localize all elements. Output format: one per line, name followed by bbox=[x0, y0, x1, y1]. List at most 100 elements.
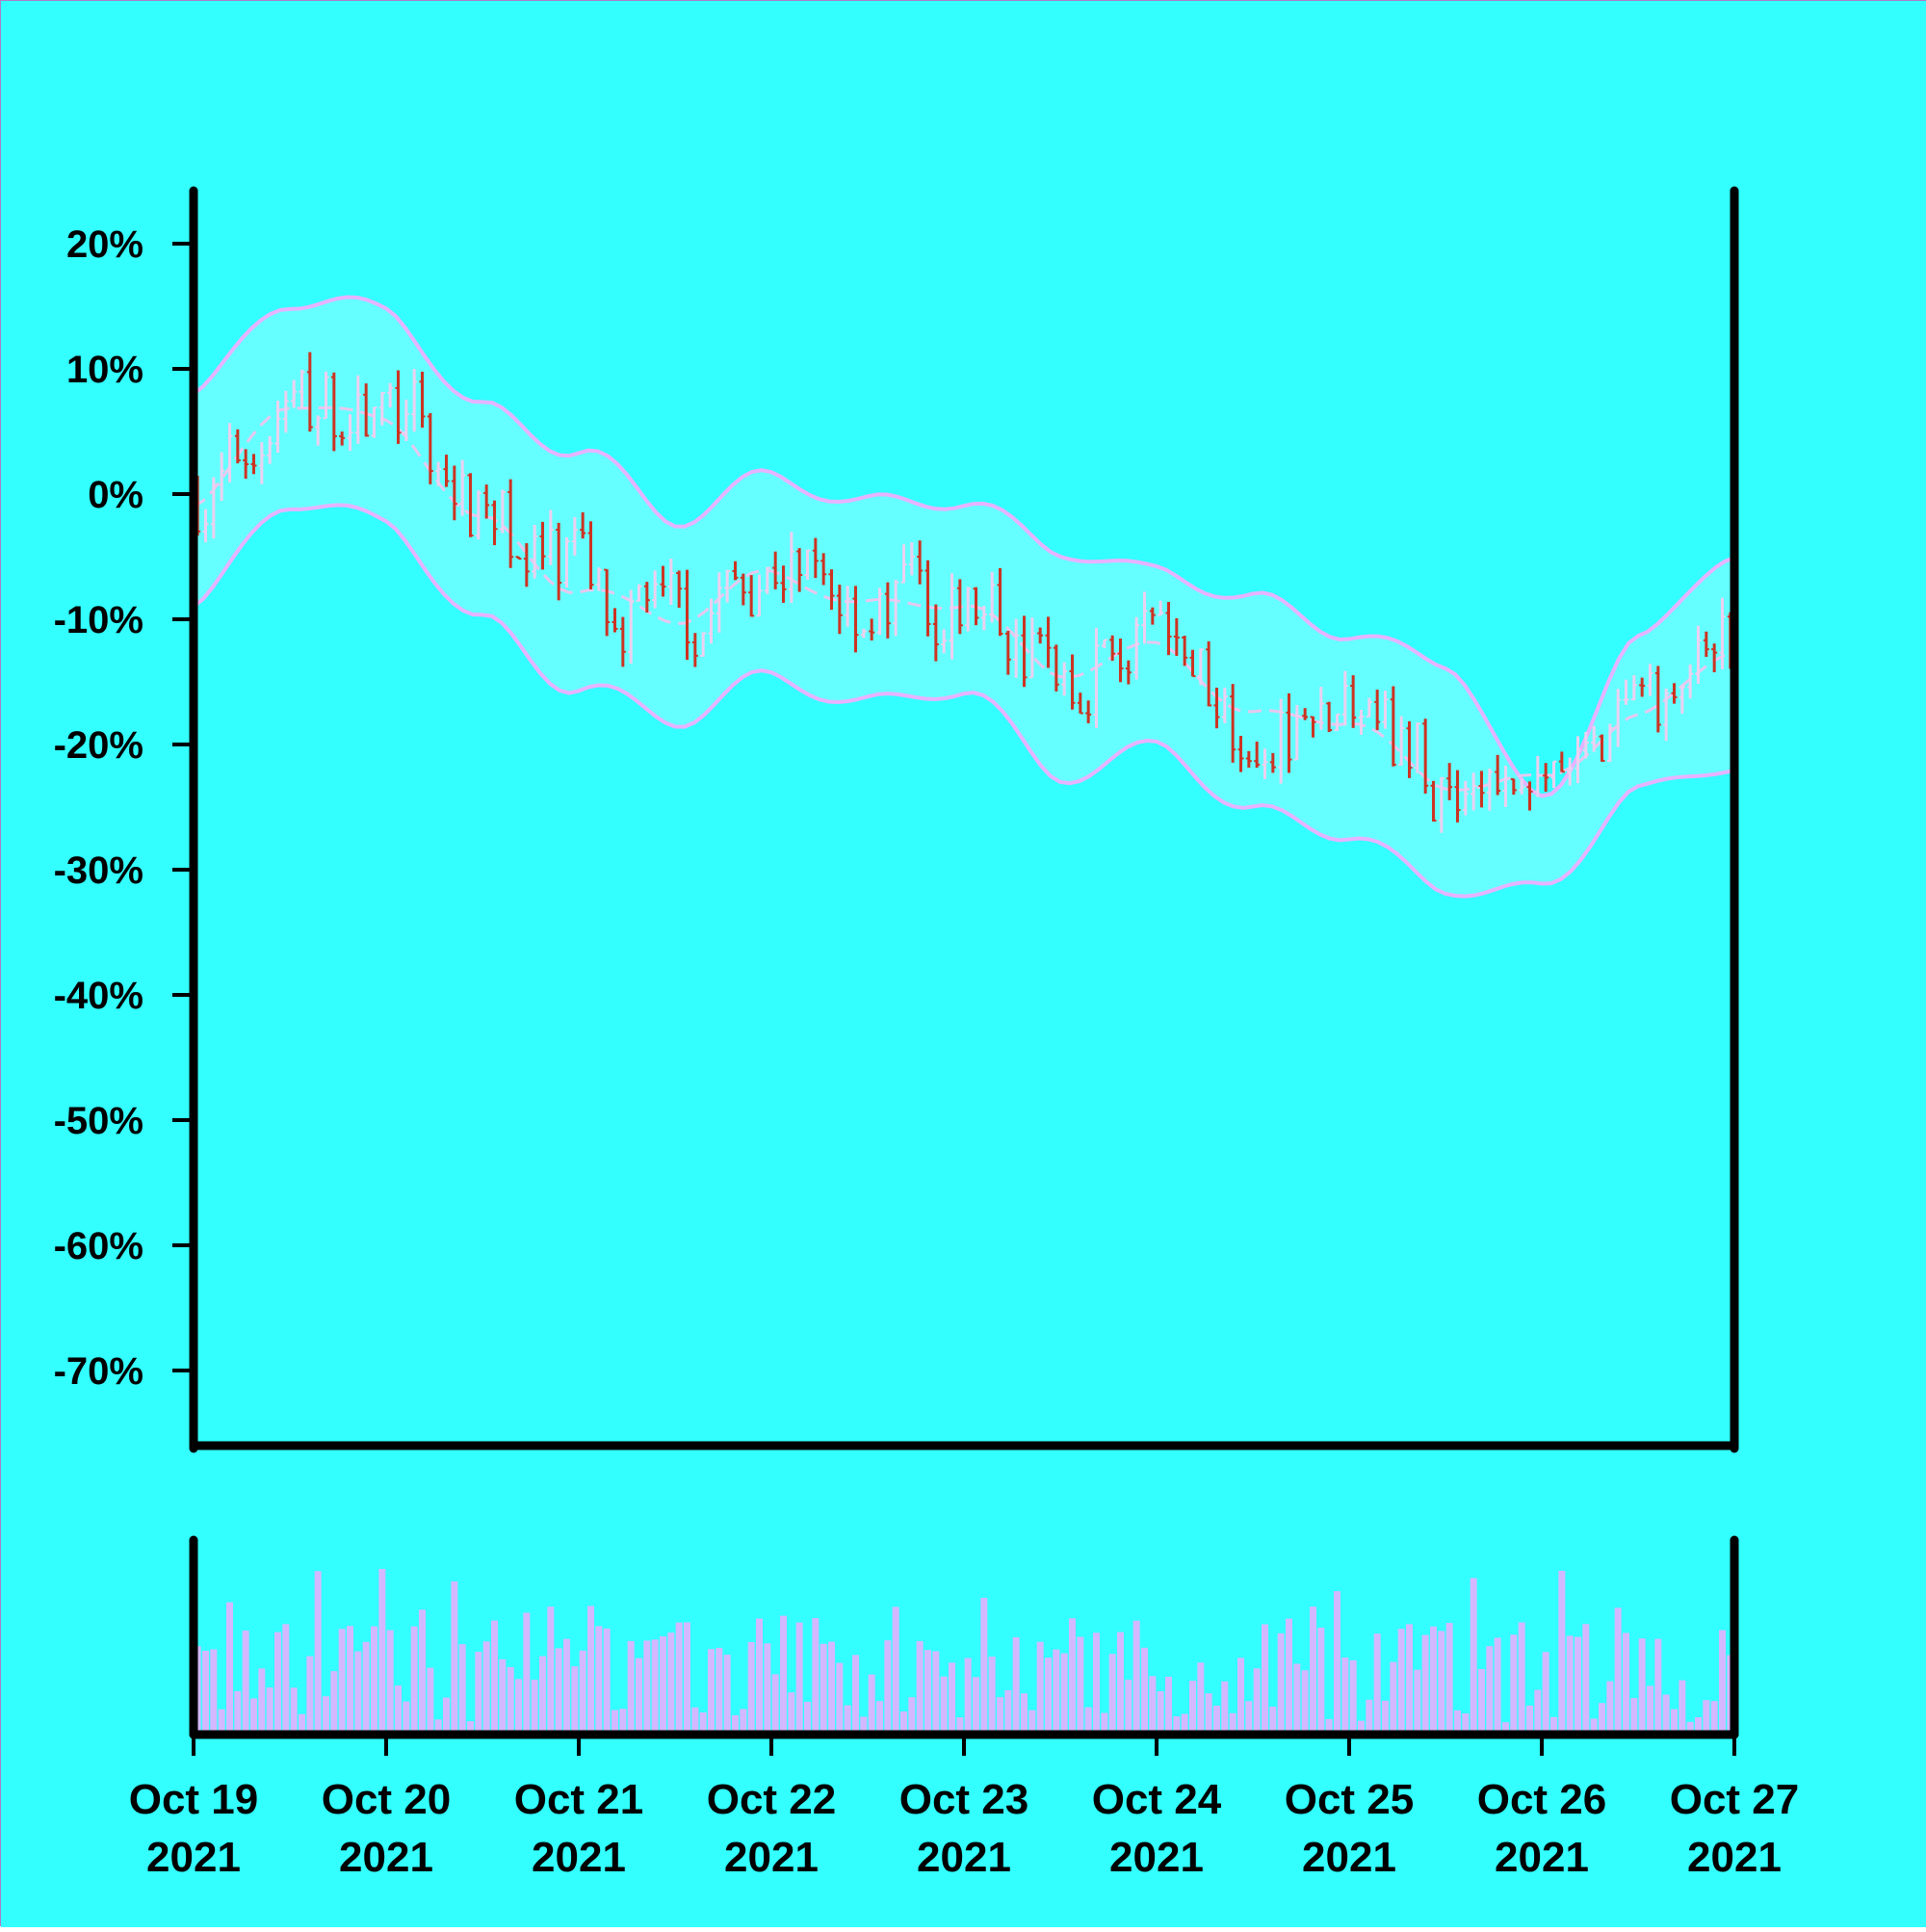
volume-bars bbox=[194, 1569, 1734, 1732]
ohlc-bar bbox=[1615, 689, 1622, 747]
volume-bar bbox=[266, 1687, 273, 1732]
price-bars bbox=[195, 352, 1733, 833]
ohlc-bar bbox=[1189, 649, 1196, 678]
ohlc-bar bbox=[612, 608, 618, 633]
volume-bar bbox=[956, 1717, 964, 1732]
ohlc-bar bbox=[1013, 618, 1020, 678]
volume-bar bbox=[1421, 1634, 1429, 1732]
ohlc-bar bbox=[210, 477, 217, 539]
volume-bar bbox=[451, 1581, 458, 1732]
ohlc-bar bbox=[1663, 688, 1670, 742]
ohlc-bar bbox=[1350, 675, 1357, 728]
ohlc-bar bbox=[1390, 686, 1396, 767]
volume-bar bbox=[1197, 1662, 1205, 1732]
volume-bar bbox=[499, 1658, 507, 1732]
volume-bar bbox=[1445, 1623, 1453, 1732]
volume-bar bbox=[323, 1696, 329, 1732]
volume-bar bbox=[1237, 1658, 1244, 1732]
ohlc-bar bbox=[1278, 698, 1285, 784]
ohlc-bar bbox=[1366, 697, 1372, 718]
ohlc-bar bbox=[1639, 677, 1646, 697]
volume-bar bbox=[1630, 1698, 1638, 1732]
ohlc-bar bbox=[202, 509, 209, 543]
volume-bar bbox=[299, 1713, 305, 1732]
volume-bar bbox=[539, 1656, 546, 1732]
volume-bar bbox=[306, 1656, 314, 1732]
volume-bar bbox=[386, 1630, 394, 1732]
x-tick-label: Oct 20 bbox=[322, 1776, 452, 1823]
volume-bar bbox=[1638, 1638, 1646, 1732]
ohlc-bar bbox=[1101, 639, 1107, 648]
volume-bar bbox=[997, 1697, 1003, 1732]
volume-bar bbox=[612, 1710, 618, 1732]
volume-bar bbox=[1654, 1638, 1662, 1732]
ohlc-bar bbox=[1582, 731, 1589, 759]
volume-bar bbox=[876, 1701, 883, 1732]
volume-bar bbox=[579, 1650, 586, 1732]
lower-band-line bbox=[192, 503, 1735, 899]
volume-bar bbox=[932, 1651, 940, 1732]
ohlc-bar bbox=[1406, 720, 1413, 778]
volume-bar bbox=[1221, 1681, 1229, 1732]
volume-bar bbox=[1671, 1709, 1678, 1732]
ohlc-bar bbox=[1606, 723, 1613, 763]
volume-bar bbox=[1470, 1578, 1477, 1732]
ohlc-bar bbox=[1471, 772, 1477, 811]
volume-bar bbox=[403, 1701, 410, 1732]
ohlc-bar bbox=[772, 551, 779, 589]
y-tick-label: -10% bbox=[54, 599, 143, 641]
ohlc-bar bbox=[435, 461, 442, 486]
ohlc-bar bbox=[1254, 742, 1261, 769]
volume-bar bbox=[1334, 1591, 1340, 1732]
x-tick-year: 2021 bbox=[146, 1834, 241, 1881]
ohlc-bar bbox=[1575, 736, 1581, 784]
volume-bar bbox=[395, 1685, 402, 1732]
ohlc-bar bbox=[700, 632, 707, 657]
ohlc-bar bbox=[643, 582, 650, 614]
volume-bar bbox=[475, 1652, 482, 1732]
volume-bar bbox=[1181, 1713, 1188, 1732]
ohlc-bar bbox=[1414, 722, 1420, 773]
y-tick-label: 0% bbox=[88, 474, 143, 516]
volume-bar bbox=[747, 1641, 755, 1732]
ohlc-bar bbox=[1286, 692, 1292, 773]
ohlc-bar bbox=[532, 524, 538, 579]
ohlc-bar bbox=[980, 605, 987, 631]
y-tick-labels: 20% 10% 0% -10% -20% -30% -40% -50% -60% -70% bbox=[54, 223, 194, 1393]
volume-bar bbox=[884, 1640, 892, 1732]
ohlc-bar bbox=[1711, 643, 1718, 673]
volume-bar bbox=[740, 1709, 747, 1732]
volume-bar bbox=[1486, 1646, 1494, 1732]
ohlc-bar bbox=[1462, 780, 1469, 816]
ohlc-bar bbox=[1719, 597, 1726, 669]
volume-bar bbox=[258, 1668, 266, 1732]
ohlc-bar bbox=[1061, 662, 1068, 696]
ohlc-bar bbox=[411, 369, 418, 432]
volume-bar bbox=[1028, 1710, 1036, 1732]
volume-bar bbox=[1165, 1676, 1172, 1732]
volume-bar bbox=[210, 1649, 218, 1732]
ohlc-bar bbox=[1028, 617, 1035, 679]
volume-bar bbox=[1494, 1637, 1501, 1732]
ohlc-bar bbox=[876, 587, 883, 636]
ohlc-bar bbox=[989, 571, 996, 623]
ohlc-bar bbox=[1182, 636, 1188, 666]
volume-bar bbox=[523, 1612, 531, 1732]
volume-bar bbox=[868, 1674, 875, 1732]
ohlc-bar bbox=[1302, 708, 1309, 720]
volume-bar bbox=[780, 1615, 787, 1732]
volume-bar bbox=[234, 1690, 242, 1732]
volume-bar bbox=[595, 1626, 603, 1732]
volume-bar bbox=[900, 1710, 907, 1732]
volume-bar bbox=[410, 1626, 418, 1732]
ohlc-bar bbox=[1245, 750, 1252, 769]
ohlc-bar bbox=[1486, 768, 1493, 811]
ohlc-bar bbox=[258, 442, 265, 484]
volume-bar bbox=[988, 1657, 996, 1732]
x-tick-labels: Oct 19 2021 Oct 20 2021 Oct 21 2021 Oct 22 2021… bbox=[129, 1735, 1799, 1881]
x-tick-year: 2021 bbox=[1495, 1834, 1589, 1881]
ohlc-bar bbox=[1133, 616, 1140, 680]
volume-bar bbox=[1084, 1707, 1092, 1732]
ohlc-bar bbox=[556, 522, 562, 601]
